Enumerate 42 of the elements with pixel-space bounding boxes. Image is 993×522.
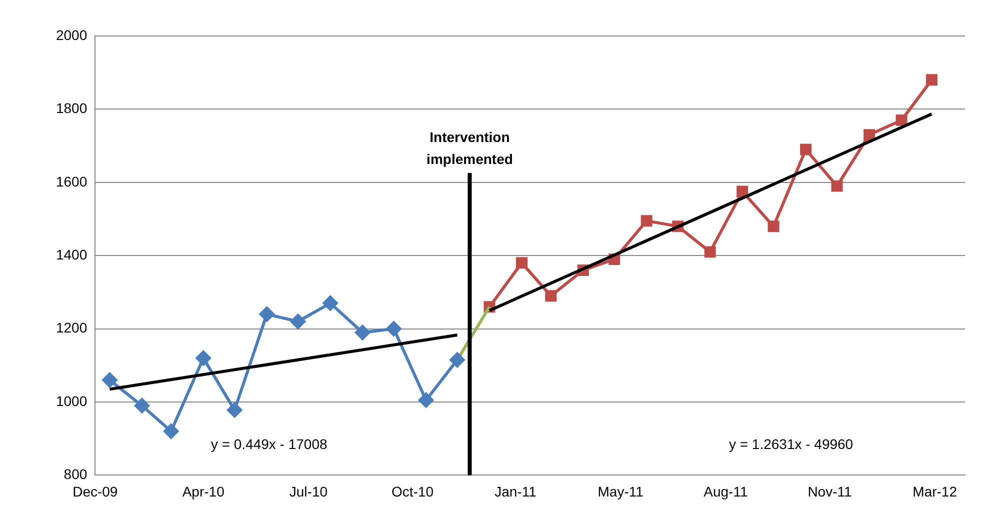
point xyxy=(896,114,908,126)
y-tick-label: 1600 xyxy=(56,173,88,190)
point xyxy=(640,215,652,227)
y-tick-label: 1400 xyxy=(56,246,88,262)
point xyxy=(355,324,370,340)
point xyxy=(800,144,812,156)
x-tick-label: Jan-11 xyxy=(494,483,537,500)
point xyxy=(259,306,274,322)
annotation: y = 1.2631x - 49960 xyxy=(728,436,854,452)
point xyxy=(736,186,748,198)
point xyxy=(102,372,118,388)
y-tick-label: 2000 xyxy=(56,26,88,43)
point xyxy=(926,74,938,86)
x-tick-label: Jul-10 xyxy=(289,483,328,500)
y-tick-label: 800 xyxy=(64,466,88,482)
y-tick-label: 1200 xyxy=(56,320,88,336)
point xyxy=(134,398,150,414)
point xyxy=(768,220,780,232)
point xyxy=(516,257,528,269)
x-tick-label: Oct-10 xyxy=(391,483,434,500)
x-tick-label: Mar-12 xyxy=(912,483,958,500)
point xyxy=(418,392,434,408)
point xyxy=(164,424,179,439)
y-tick-label: 1000 xyxy=(56,392,88,409)
x-tick-label: Aug-11 xyxy=(704,483,748,500)
point xyxy=(227,402,242,418)
x-tick-label: Nov-11 xyxy=(808,483,852,500)
point xyxy=(196,350,211,366)
x-tick-label: Dec-09 xyxy=(72,483,118,500)
point xyxy=(386,321,402,336)
point xyxy=(704,246,716,258)
point xyxy=(831,180,843,192)
annotation: y = 0.449x - 17008 xyxy=(210,436,328,452)
point xyxy=(322,296,338,311)
x-tick-label: Apr-10 xyxy=(182,483,225,500)
point xyxy=(290,314,306,329)
x-tick-label: May-11 xyxy=(598,483,644,500)
point xyxy=(450,352,465,368)
y-tick-label: 1800 xyxy=(56,100,88,116)
ref-line-label: Intervention implemented xyxy=(426,129,513,167)
point xyxy=(864,129,876,141)
point xyxy=(545,290,557,302)
